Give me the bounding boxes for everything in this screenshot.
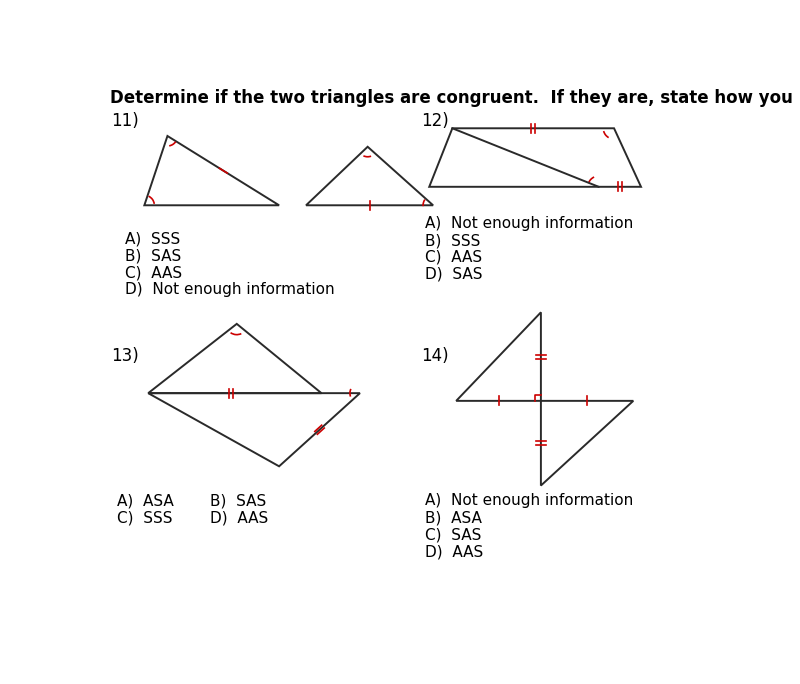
Text: C)  AAS: C) AAS (426, 250, 482, 265)
Text: A)  Not enough information: A) Not enough information (426, 493, 634, 508)
Text: A)  SSS: A) SSS (125, 231, 180, 246)
Text: C)  SSS: C) SSS (118, 510, 173, 525)
Text: B)  SAS: B) SAS (125, 248, 182, 263)
Text: D)  SAS: D) SAS (426, 267, 483, 282)
Text: 11): 11) (111, 112, 139, 130)
Text: C)  AAS: C) AAS (125, 265, 182, 280)
Text: D)  AAS: D) AAS (210, 510, 268, 525)
Text: A)  ASA: A) ASA (118, 493, 174, 508)
Text: A)  Not enough information: A) Not enough information (426, 216, 634, 231)
Text: 12): 12) (422, 112, 450, 130)
Text: D)  AAS: D) AAS (426, 544, 484, 559)
Text: C)  SAS: C) SAS (426, 527, 482, 542)
Text: D)  Not enough information: D) Not enough information (125, 282, 334, 298)
Text: 14): 14) (422, 347, 449, 365)
Text: 13): 13) (111, 347, 139, 365)
Text: B)  SSS: B) SSS (426, 233, 481, 248)
Text: B)  ASA: B) ASA (426, 510, 482, 525)
Text: Determine if the two triangles are congruent.  If they are, state how you know.: Determine if the two triangles are congr… (110, 89, 800, 107)
Text: B)  SAS: B) SAS (210, 493, 266, 508)
